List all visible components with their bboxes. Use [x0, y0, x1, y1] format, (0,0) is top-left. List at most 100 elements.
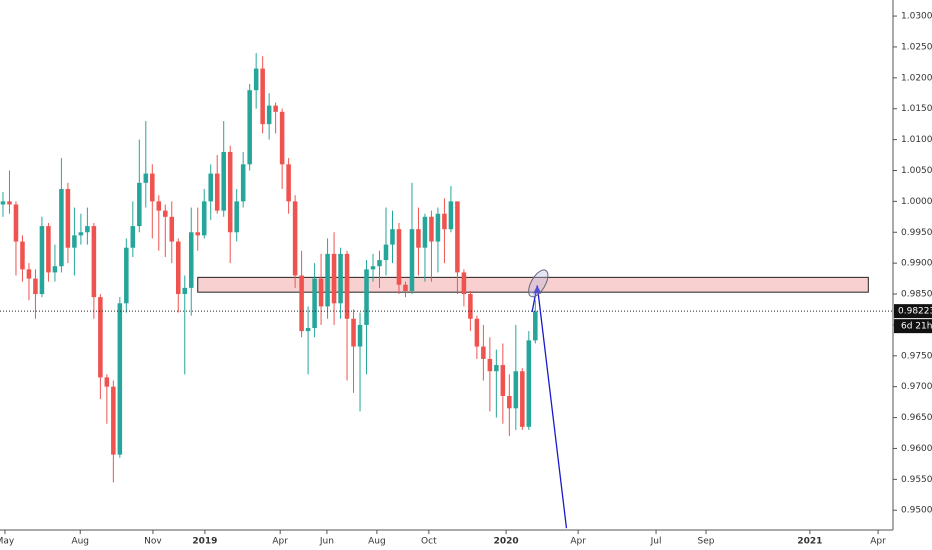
candle-body	[364, 269, 369, 325]
y-tick-label: 1.01500	[901, 104, 932, 114]
x-tick-label: 2021	[797, 537, 822, 547]
candle-body	[59, 189, 64, 267]
candle-body	[396, 229, 402, 285]
candle-body	[403, 284, 408, 291]
candle-body	[13, 204, 19, 242]
countdown-label: 6d 21h	[901, 322, 932, 332]
candle-body	[286, 164, 291, 202]
y-tick-label: 0.99500	[901, 228, 932, 238]
candle-body	[234, 201, 239, 233]
candle-body	[377, 260, 382, 267]
candle-body	[72, 235, 77, 248]
candle-body	[325, 253, 330, 307]
candle-body	[520, 371, 525, 427]
last-price-box	[894, 304, 932, 319]
candle-body	[52, 266, 58, 273]
candle-body	[26, 269, 32, 279]
candle-body	[481, 346, 486, 359]
candle-body	[188, 232, 194, 288]
x-tick-label: Oct	[421, 537, 437, 547]
candle-body	[221, 151, 226, 211]
candle-body	[169, 216, 175, 242]
candle-body	[0, 201, 6, 205]
candle-body	[104, 377, 110, 387]
candle-body	[137, 182, 142, 227]
candle-body	[357, 324, 363, 347]
candle-body	[390, 229, 395, 245]
candle-body	[409, 229, 415, 291]
x-tick-label: May	[0, 537, 15, 547]
candle-body	[448, 201, 454, 230]
candle-body	[227, 151, 233, 233]
candle-body	[487, 358, 493, 372]
candle-body	[383, 244, 389, 261]
candle-body	[260, 68, 265, 125]
candle-body	[494, 365, 499, 372]
x-tick-label: Aug	[71, 537, 89, 547]
candle-body	[98, 297, 103, 378]
last-price-label: 0.98223	[898, 307, 932, 317]
candle-body	[292, 201, 298, 276]
arrow-head	[533, 285, 542, 294]
y-tick-label: 1.02000	[901, 73, 932, 83]
x-tick-label: Jul	[650, 537, 662, 547]
x-tick-label: Apr	[570, 537, 586, 547]
candle-body	[455, 201, 460, 273]
candle-body	[247, 90, 252, 165]
candle-body	[78, 232, 84, 236]
candle-body	[39, 226, 45, 295]
candle-body	[195, 232, 201, 236]
x-tick-label: Apr	[272, 537, 288, 547]
candle-body	[422, 216, 428, 248]
candle-body	[429, 216, 434, 242]
candle-body	[7, 201, 12, 205]
candle-body	[461, 272, 467, 295]
candle-body	[20, 241, 25, 270]
countdown-box	[894, 319, 932, 334]
candle-body	[111, 386, 116, 455]
candle-body	[526, 340, 532, 427]
candle-body	[416, 229, 421, 248]
candle-body	[442, 213, 447, 230]
x-tick-label: 2019	[192, 537, 217, 547]
x-tick-label: Apr	[870, 537, 886, 547]
candle-body	[253, 68, 259, 91]
candle-body	[240, 164, 246, 202]
candle-body	[214, 173, 220, 211]
candle-body	[318, 278, 324, 307]
candle-body	[182, 287, 188, 295]
y-tick-label: 1.02500	[901, 42, 932, 52]
candle-body	[507, 395, 512, 409]
highlight-ellipse	[528, 269, 549, 298]
candle-body	[65, 189, 71, 248]
x-tick-label: Jun	[319, 537, 334, 547]
candle-body	[130, 226, 136, 248]
candle-body	[46, 226, 51, 273]
candle-body	[273, 105, 278, 112]
x-tick-label: Aug	[368, 537, 386, 547]
candle-body	[208, 173, 213, 202]
y-tick-label: 1.01000	[901, 135, 932, 145]
candle-body	[91, 226, 97, 298]
candle-body	[124, 247, 129, 304]
candle-body	[143, 173, 149, 183]
candle-body	[435, 213, 441, 242]
candle-body	[500, 365, 506, 396]
candle-body	[175, 241, 181, 295]
candle-body	[201, 201, 207, 236]
candle-body	[279, 111, 285, 165]
candle-body	[468, 294, 473, 319]
candle-body	[312, 278, 317, 329]
candle-body	[85, 226, 90, 233]
candle-body	[33, 278, 38, 295]
candle-body	[351, 318, 356, 347]
candle-body	[533, 311, 538, 341]
